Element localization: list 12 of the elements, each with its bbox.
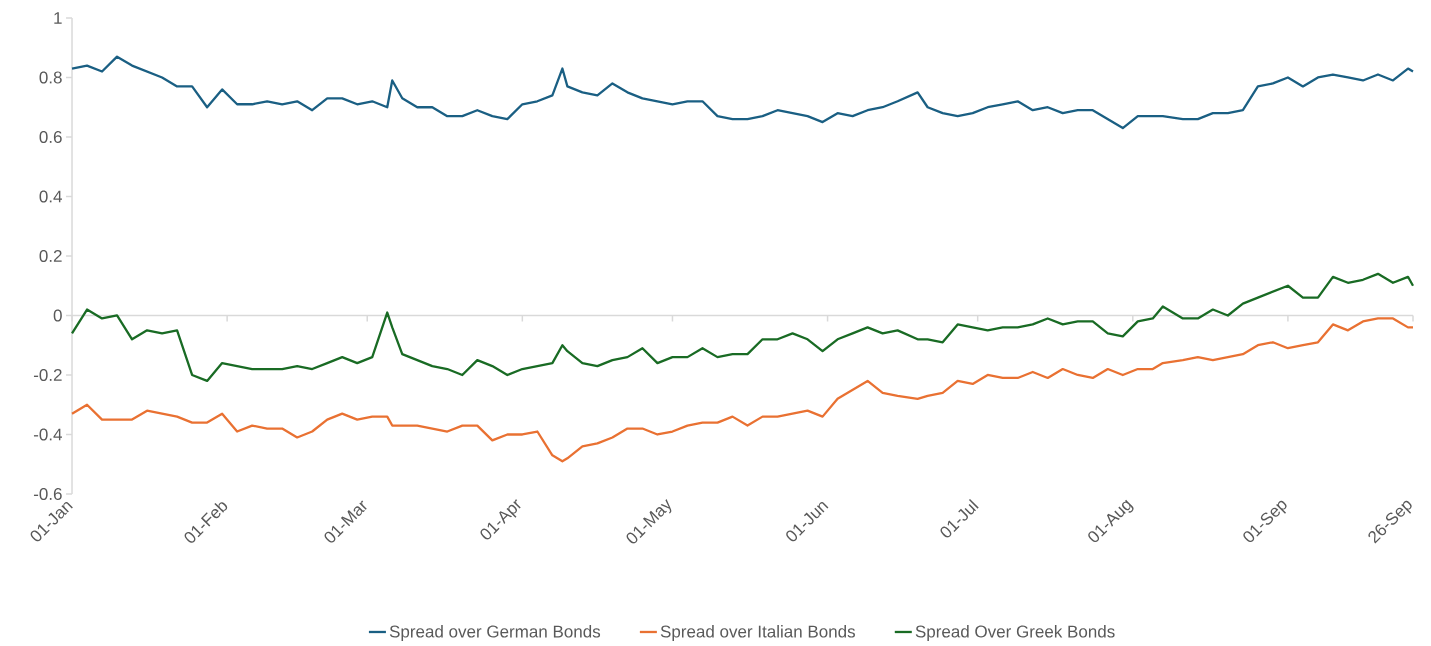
y-tick-label: 0.4 [39,190,62,203]
legend-label: Spread Over Greek Bonds [915,625,1115,641]
y-tick-label: -0.2 [33,368,62,382]
legend-label: Spread over German Bonds [389,625,601,641]
legend-label: Spread over Italian Bonds [660,625,855,641]
y-tick-label: 0.8 [39,71,62,84]
y-tick-label: 1 [54,12,62,24]
y-tick-label: -0.4 [33,428,62,441]
y-tick-label: 0 [53,309,62,322]
y-tick-label: -0.6 [33,487,62,501]
y-tick-label: 0.2 [39,249,62,263]
y-tick-label: 0.6 [39,130,62,144]
